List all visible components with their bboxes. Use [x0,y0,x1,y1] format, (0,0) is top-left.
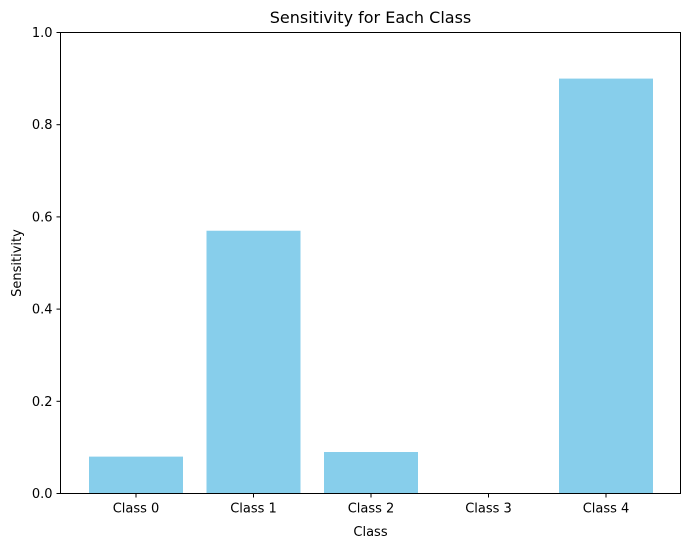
bars-group [89,78,653,494]
bar-class-2 [324,452,418,494]
x-tick-label: Class 1 [230,502,277,517]
x-tick-label: Class 4 [583,502,630,517]
plot-frame [60,32,681,494]
x-tick-label: Class 2 [348,502,395,517]
x-tick-label: Class 0 [113,502,160,517]
y-tick-label: 0.2 [32,395,53,410]
y-tick-label: 0.0 [32,487,53,502]
y-tick-label: 0.6 [32,210,53,225]
bar-class-0 [89,456,183,494]
x-axis-label: Class [353,525,387,540]
bar-class-4 [559,78,653,494]
chart-title: Sensitivity for Each Class [270,8,472,27]
y-tick-label: 0.8 [32,118,53,133]
y-axis-label: Sensitivity [10,229,25,297]
bar-class-1 [206,230,301,494]
x-axis-ticks: Class 0 Class 1 Class 2 Class 3 Class 4 [113,493,630,517]
y-axis-ticks: 0.0 0.2 0.4 0.6 0.8 1.0 [32,26,61,502]
y-tick-label: 1.0 [32,26,53,41]
x-tick-label: Class 3 [465,502,512,517]
y-tick-label: 0.4 [32,303,53,318]
